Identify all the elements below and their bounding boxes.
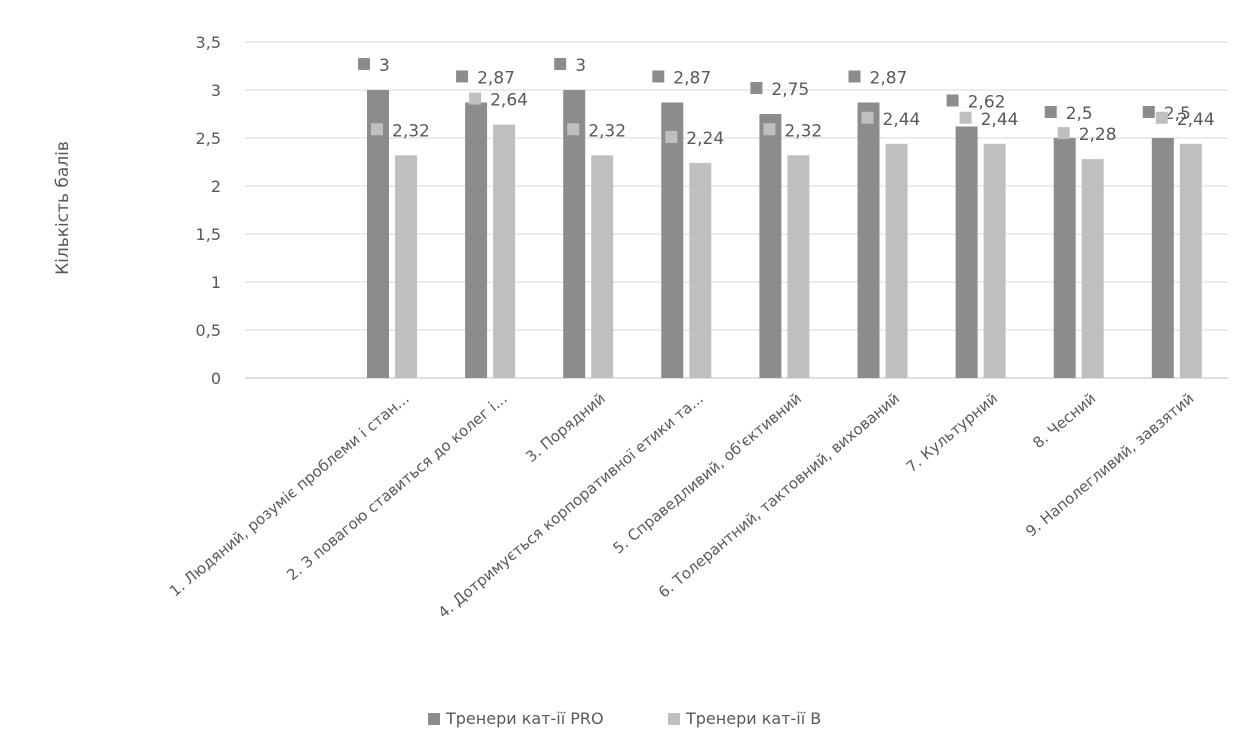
- bar-pro: [857, 102, 880, 378]
- data-label-pro: 2,62: [968, 92, 1006, 112]
- data-labels: 3 2,32 2,87 2,64 3 2,32 2,87 2,24 2,75 2,32 2,87 2,…: [358, 56, 1215, 149]
- data-label-pro: 2,5: [1164, 104, 1191, 124]
- category-label: 7. Культурний: [903, 389, 1002, 476]
- bar-pro: [465, 102, 488, 378]
- y-tick-label: 3,5: [196, 33, 221, 52]
- data-marker-b: [861, 111, 874, 124]
- data-marker-pro: [1044, 106, 1057, 118]
- y-tick-label: 2,5: [196, 129, 221, 148]
- data-label-pro: 3: [575, 56, 586, 76]
- bar-pro: [1053, 138, 1076, 378]
- data-label-pro: 2,5: [1066, 104, 1093, 124]
- data-marker-b: [665, 130, 678, 143]
- y-tick-label: 0,5: [196, 321, 221, 340]
- data-label-pro: 2,75: [771, 80, 809, 100]
- data-label-b: 2,44: [883, 110, 921, 130]
- data-label-b: 2,32: [784, 121, 822, 141]
- data-label-b: 2,24: [686, 129, 724, 149]
- legend-label-b: Тренери кат-ії В: [685, 709, 821, 728]
- data-marker-pro: [848, 70, 861, 83]
- data-label-b: 2,44: [1177, 110, 1215, 130]
- category-label: 2. З повагою ставиться до колег і...: [283, 389, 510, 584]
- bar-b: [983, 143, 1006, 378]
- data-marker-pro: [652, 70, 665, 83]
- data-marker-b: [1155, 111, 1168, 124]
- bar-pro: [563, 90, 586, 378]
- bar-pro: [759, 114, 782, 378]
- bars: [367, 90, 1202, 378]
- y-tick-label: 3: [211, 81, 221, 100]
- data-label-b: 2,32: [588, 121, 626, 141]
- bar-pro: [367, 90, 389, 378]
- bar-pro: [955, 126, 978, 378]
- data-label-pro: 2,87: [673, 68, 711, 88]
- data-marker-b: [567, 123, 580, 136]
- data-marker-pro: [750, 82, 763, 94]
- y-axis-label: Кількість балів: [53, 141, 73, 275]
- bar-pro: [1151, 138, 1174, 378]
- data-marker-pro: [456, 70, 469, 83]
- category-labels: 1. Людяний, розуміє проблеми і стан...2.…: [166, 389, 1197, 622]
- data-marker-b: [959, 111, 972, 124]
- data-label-b: 2,28: [1079, 125, 1117, 145]
- data-marker-pro: [946, 94, 959, 107]
- category-label: 3. Порядний: [522, 389, 608, 466]
- y-tick-label: 2: [211, 177, 221, 196]
- gridlines: [245, 41, 1228, 379]
- legend-swatch-b: [668, 713, 680, 725]
- bar-b: [493, 124, 516, 378]
- legend-swatch-pro: [428, 713, 440, 725]
- data-marker-b: [763, 123, 776, 136]
- category-label: 9. Наполегливий, завзятий: [1022, 389, 1197, 540]
- y-axis-ticks: 0 0,5 1 1,5 2 2,5 3 3,5: [196, 33, 221, 388]
- bar-b: [395, 155, 417, 378]
- data-label-b: 2,44: [981, 110, 1019, 130]
- category-label: 8. Чесний: [1029, 389, 1099, 452]
- bar-b: [885, 143, 908, 378]
- data-label-b: 2,32: [392, 121, 430, 141]
- data-marker-b: [371, 123, 383, 136]
- y-tick-label: 0: [211, 369, 221, 388]
- data-marker-pro: [554, 58, 567, 70]
- data-label-pro: 2,87: [870, 68, 908, 88]
- bar-b: [591, 155, 614, 378]
- bar-b: [689, 162, 712, 378]
- data-marker-b: [469, 92, 482, 105]
- data-marker-pro: [1142, 106, 1155, 118]
- data-marker-pro: [358, 58, 370, 70]
- y-tick-label: 1: [211, 273, 221, 292]
- legend-label-pro: Тренери кат-ії PRO: [445, 709, 604, 728]
- bar-b: [787, 155, 810, 378]
- data-label-b: 2,64: [490, 91, 528, 111]
- y-tick-label: 1,5: [196, 225, 221, 244]
- data-marker-b: [1057, 127, 1070, 140]
- bar-pro: [661, 102, 684, 378]
- data-label-pro: 2,87: [477, 68, 515, 88]
- data-label-pro: 3: [379, 56, 390, 76]
- bar-b: [1179, 143, 1202, 378]
- bar-b: [1081, 159, 1104, 378]
- legend: Тренери кат-ії PRO Тренери кат-ії В: [428, 709, 821, 728]
- category-label: 5. Справедливий, об'єктивний: [609, 389, 805, 557]
